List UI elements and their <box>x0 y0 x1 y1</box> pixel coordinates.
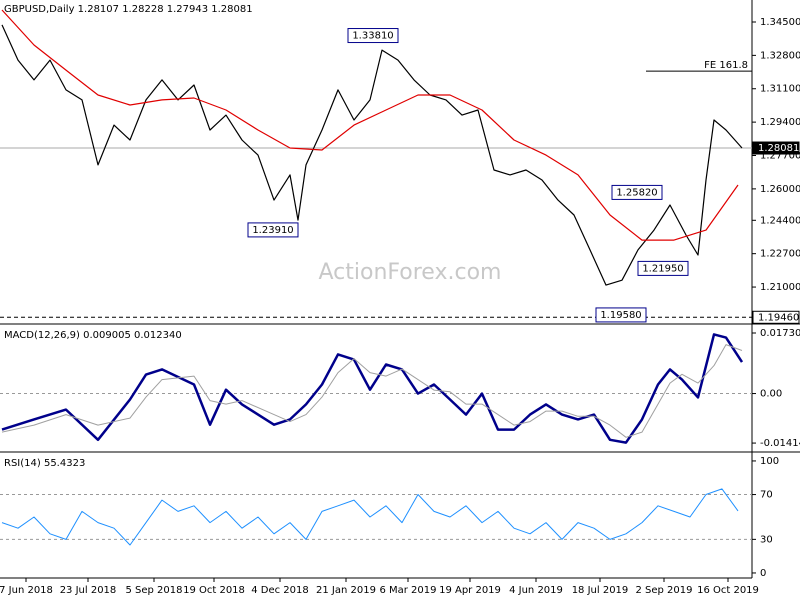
x-tick-label: 5 Sep 2018 <box>125 585 182 596</box>
annotation-label: 1.23910 <box>252 225 293 236</box>
panel-header: RSI(14) 55.4323 <box>4 458 85 469</box>
x-tick-label: 18 Jul 2019 <box>572 585 629 596</box>
price-box <box>752 141 800 155</box>
y-tick-label: 1.22700 <box>760 249 800 260</box>
y-tick-label: 1.34500 <box>760 17 800 28</box>
fib-label: FE 161.8 <box>704 60 748 71</box>
annotation-box <box>595 307 647 323</box>
series-line <box>1 344 743 438</box>
y-tick-label: 0 <box>760 568 766 579</box>
x-tick-label: 2 Sep 2019 <box>635 585 692 596</box>
x-tick-label: 23 Jul 2018 <box>60 585 117 596</box>
annotation-box <box>347 28 399 44</box>
price-label: 1.19460 <box>758 312 799 323</box>
annotation-label: 1.19580 <box>600 310 641 321</box>
x-tick-label: 19 Oct 2018 <box>183 585 245 596</box>
x-tick-label: 6 Mar 2019 <box>379 585 436 596</box>
y-tick-label: 1.26000 <box>760 184 800 195</box>
y-tick-label: -0.014148 <box>760 438 800 449</box>
x-tick-label: 7 Jun 2018 <box>0 585 53 596</box>
y-tick-label: 0.017302 <box>760 328 800 339</box>
panel-header: GBPUSD,Daily 1.28107 1.28228 1.27943 1.2… <box>4 4 253 15</box>
y-tick-label: 1.27700 <box>760 151 800 162</box>
annotation-box <box>247 222 299 238</box>
y-tick-label: 1.29400 <box>760 117 800 128</box>
y-tick-label: 100 <box>760 456 779 467</box>
x-tick-label: 4 Dec 2018 <box>251 585 309 596</box>
annotation-box <box>637 260 689 276</box>
price-box <box>752 310 800 324</box>
x-tick-label: 19 Apr 2019 <box>439 585 501 596</box>
annotation-label: 1.21950 <box>642 263 683 274</box>
annotation-box <box>611 184 663 200</box>
series-line <box>1 24 743 286</box>
y-tick-label: 1.21000 <box>760 282 800 293</box>
x-tick-label: 4 Jun 2019 <box>509 585 563 596</box>
y-tick-label: 70 <box>760 490 773 501</box>
price-label: 1.28081 <box>758 143 799 154</box>
series-line <box>1 333 744 444</box>
annotation-label: 1.33810 <box>352 31 393 42</box>
watermark: ActionForex.com <box>319 260 502 285</box>
series-line <box>1 488 739 546</box>
x-tick-label: 21 Jan 2019 <box>316 585 376 596</box>
y-tick-label: 1.31100 <box>760 84 800 95</box>
panel-header: MACD(12,26,9) 0.009005 0.012340 <box>4 330 182 341</box>
y-tick-label: 1.24400 <box>760 215 800 226</box>
x-tick-label: 16 Oct 2019 <box>697 585 759 596</box>
y-tick-label: 0.00 <box>760 389 782 400</box>
y-tick-label: 1.32800 <box>760 50 800 61</box>
annotation-label: 1.25820 <box>616 187 657 198</box>
series-line <box>1 9 739 241</box>
y-tick-label: 30 <box>760 534 773 545</box>
